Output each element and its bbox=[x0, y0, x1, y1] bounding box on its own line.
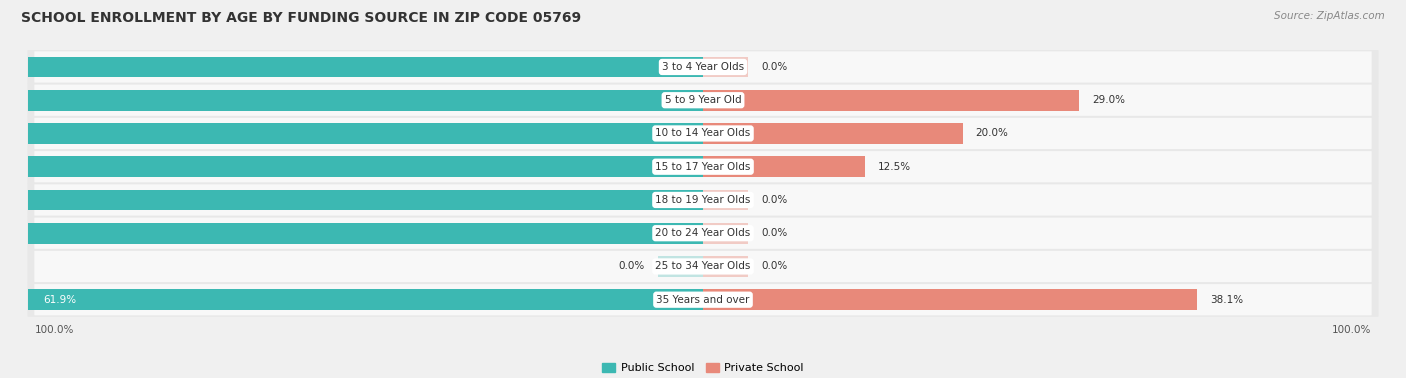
Text: 10 to 14 Year Olds: 10 to 14 Year Olds bbox=[655, 129, 751, 138]
Text: 0.0%: 0.0% bbox=[762, 228, 787, 238]
Bar bbox=[0, 156, 703, 177]
Text: 15 to 17 Year Olds: 15 to 17 Year Olds bbox=[655, 162, 751, 172]
FancyBboxPatch shape bbox=[28, 250, 1378, 283]
Bar bbox=[0, 123, 703, 144]
Bar bbox=[703, 123, 963, 144]
Text: 5 to 9 Year Old: 5 to 9 Year Old bbox=[665, 95, 741, 105]
Bar bbox=[0, 90, 703, 110]
FancyBboxPatch shape bbox=[34, 218, 1372, 249]
FancyBboxPatch shape bbox=[34, 118, 1372, 149]
Bar bbox=[703, 256, 748, 277]
Bar bbox=[703, 90, 1080, 110]
Bar bbox=[703, 223, 748, 243]
FancyBboxPatch shape bbox=[28, 84, 1378, 117]
FancyBboxPatch shape bbox=[34, 251, 1372, 282]
Text: 35 Years and over: 35 Years and over bbox=[657, 295, 749, 305]
FancyBboxPatch shape bbox=[34, 284, 1372, 315]
Legend: Public School, Private School: Public School, Private School bbox=[599, 359, 807, 376]
FancyBboxPatch shape bbox=[34, 51, 1372, 83]
Text: 0.0%: 0.0% bbox=[619, 262, 644, 271]
Bar bbox=[0, 57, 703, 77]
FancyBboxPatch shape bbox=[28, 117, 1378, 150]
Text: 38.1%: 38.1% bbox=[1211, 295, 1243, 305]
FancyBboxPatch shape bbox=[28, 217, 1378, 250]
Text: 20.0%: 20.0% bbox=[976, 129, 1008, 138]
FancyBboxPatch shape bbox=[34, 151, 1372, 182]
Text: SCHOOL ENROLLMENT BY AGE BY FUNDING SOURCE IN ZIP CODE 05769: SCHOOL ENROLLMENT BY AGE BY FUNDING SOUR… bbox=[21, 11, 581, 25]
Bar bbox=[703, 290, 1198, 310]
Text: 25 to 34 Year Olds: 25 to 34 Year Olds bbox=[655, 262, 751, 271]
FancyBboxPatch shape bbox=[28, 150, 1378, 183]
Text: 0.0%: 0.0% bbox=[762, 195, 787, 205]
Text: 12.5%: 12.5% bbox=[879, 162, 911, 172]
FancyBboxPatch shape bbox=[28, 183, 1378, 217]
Bar bbox=[0, 290, 703, 310]
Text: 29.0%: 29.0% bbox=[1092, 95, 1125, 105]
Bar bbox=[703, 190, 748, 210]
Bar bbox=[658, 256, 703, 277]
Bar bbox=[703, 57, 748, 77]
Text: Source: ZipAtlas.com: Source: ZipAtlas.com bbox=[1274, 11, 1385, 21]
Text: 20 to 24 Year Olds: 20 to 24 Year Olds bbox=[655, 228, 751, 238]
Text: 3 to 4 Year Olds: 3 to 4 Year Olds bbox=[662, 62, 744, 72]
FancyBboxPatch shape bbox=[34, 85, 1372, 116]
Text: 0.0%: 0.0% bbox=[762, 262, 787, 271]
Text: 61.9%: 61.9% bbox=[44, 295, 77, 305]
FancyBboxPatch shape bbox=[28, 283, 1378, 316]
Text: 18 to 19 Year Olds: 18 to 19 Year Olds bbox=[655, 195, 751, 205]
FancyBboxPatch shape bbox=[34, 184, 1372, 215]
FancyBboxPatch shape bbox=[28, 50, 1378, 84]
Bar bbox=[0, 223, 703, 243]
Bar bbox=[703, 156, 865, 177]
Text: 0.0%: 0.0% bbox=[762, 62, 787, 72]
Bar bbox=[0, 190, 703, 210]
